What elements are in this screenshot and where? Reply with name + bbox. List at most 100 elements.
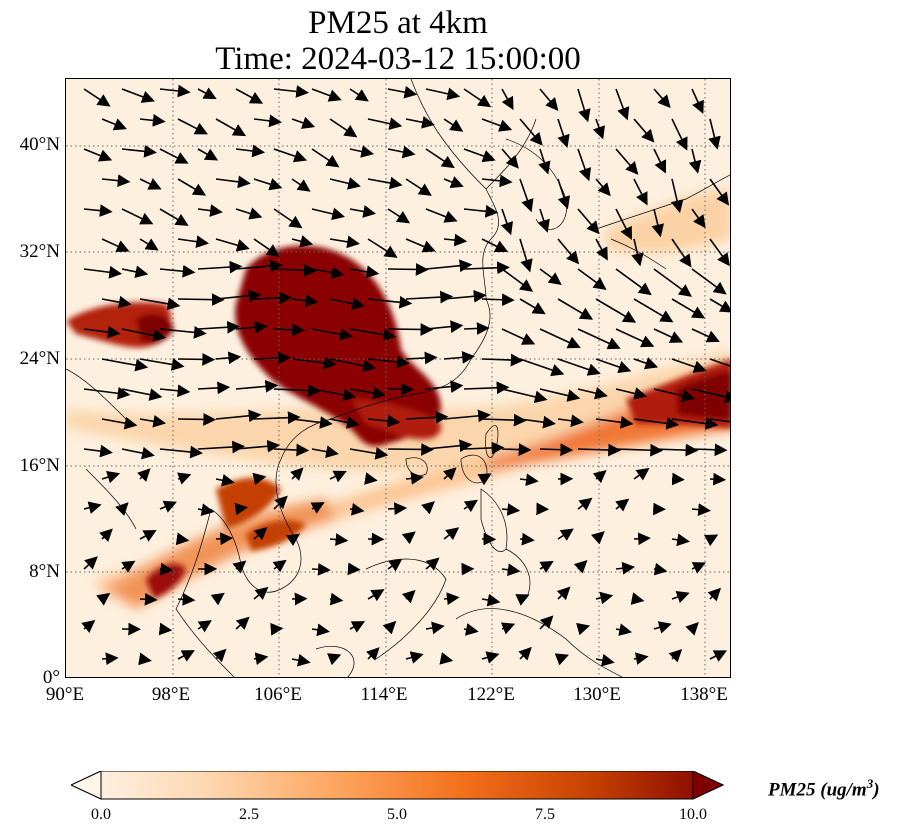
wind-arrow bbox=[83, 148, 113, 162]
wind-arrow bbox=[252, 472, 267, 486]
wind-arrow bbox=[443, 409, 491, 423]
wind-arrow bbox=[425, 439, 473, 453]
wind-arrow bbox=[347, 562, 361, 576]
wind-arrow bbox=[101, 471, 121, 484]
wind-arrow bbox=[671, 533, 690, 547]
wind-arrow bbox=[501, 388, 548, 404]
wind-arrow bbox=[311, 266, 345, 279]
wind-arrow bbox=[349, 205, 377, 218]
wind-arrow bbox=[595, 298, 637, 323]
wind-arrow bbox=[519, 118, 543, 146]
wind-arrow bbox=[405, 238, 436, 253]
wind-arrow bbox=[235, 320, 268, 334]
wind-arrow bbox=[481, 651, 500, 664]
wind-arrow bbox=[291, 116, 316, 129]
wind-arrow bbox=[554, 653, 569, 666]
wind-arrow bbox=[481, 413, 527, 427]
wind-arrow bbox=[310, 502, 325, 514]
wind-arrow bbox=[709, 298, 730, 313]
wind-arrow bbox=[139, 297, 181, 311]
wind-arrow bbox=[577, 497, 593, 511]
wind-arrow bbox=[633, 178, 648, 206]
wind-arrow bbox=[387, 558, 403, 572]
wind-arrow bbox=[158, 622, 173, 636]
wind-arrow bbox=[633, 532, 651, 546]
wind-arrow bbox=[291, 178, 311, 192]
wind-arrow bbox=[273, 495, 288, 510]
wind-arrow bbox=[177, 472, 192, 485]
wind-arrow bbox=[518, 646, 532, 661]
wind-arrow bbox=[653, 268, 692, 297]
wind-arrow bbox=[668, 648, 683, 663]
wind-arrow bbox=[539, 560, 554, 573]
wind-arrow bbox=[708, 118, 721, 150]
map-svg bbox=[66, 79, 730, 677]
wind-arrow bbox=[481, 238, 509, 253]
wind-arrow bbox=[463, 148, 496, 163]
wind-arrow bbox=[519, 178, 534, 213]
wind-arrow bbox=[101, 238, 130, 253]
wind-arrow bbox=[311, 207, 346, 221]
wind-arrow bbox=[615, 328, 655, 348]
wind-arrow bbox=[615, 498, 630, 512]
wind-arrow bbox=[387, 208, 411, 224]
wind-arrow bbox=[709, 472, 727, 486]
wind-arrow bbox=[101, 295, 132, 309]
wind-arrow bbox=[576, 622, 591, 636]
lat-label-24n: 24°N bbox=[19, 348, 60, 369]
wind-arrow bbox=[121, 446, 155, 460]
wind-arrow bbox=[707, 587, 722, 602]
wind-arrow bbox=[557, 414, 584, 428]
wind-arrow bbox=[653, 388, 696, 403]
wind-arrow bbox=[615, 208, 632, 241]
wind-arrow bbox=[349, 328, 397, 342]
wind-arrow bbox=[253, 291, 293, 305]
wind-arrow bbox=[96, 592, 111, 606]
wind-arrow bbox=[501, 503, 521, 516]
wind-arrow bbox=[139, 358, 185, 371]
wind-arrow bbox=[137, 468, 151, 482]
colorbar-label: PM25 (ug/m3) bbox=[768, 776, 880, 801]
wind-arrow bbox=[197, 260, 243, 274]
wind-arrow bbox=[367, 589, 385, 602]
wind-arrow bbox=[653, 443, 699, 457]
wind-arrow bbox=[481, 593, 501, 607]
wind-arrow bbox=[577, 148, 592, 182]
wind-arrow bbox=[537, 208, 550, 233]
wind-arrow bbox=[177, 413, 217, 426]
wind-arrow bbox=[463, 381, 510, 395]
lon-label-90e: 90°E bbox=[45, 684, 85, 705]
wind-arrow bbox=[367, 176, 403, 190]
wind-arrow bbox=[159, 562, 174, 576]
wind-arrow bbox=[273, 148, 308, 163]
wind-arrow bbox=[235, 379, 279, 393]
wind-arrow bbox=[234, 502, 249, 516]
wind-arrow bbox=[691, 328, 720, 343]
wind-arrow bbox=[500, 208, 513, 236]
wind-arrow bbox=[121, 328, 167, 342]
wind-arrow bbox=[197, 381, 231, 395]
wind-arrow bbox=[425, 380, 464, 393]
wind-arrow bbox=[425, 148, 455, 169]
wind-arrow bbox=[235, 207, 263, 220]
wind-arrow bbox=[311, 148, 340, 168]
wind-arrow bbox=[443, 176, 464, 189]
wind-arrow bbox=[481, 353, 524, 367]
wind-arrow bbox=[633, 118, 655, 143]
wind-arrow bbox=[99, 528, 113, 542]
wind-arrow bbox=[577, 268, 607, 290]
wind-arrow bbox=[653, 621, 672, 634]
wind-arrow bbox=[177, 235, 210, 248]
wind-arrow bbox=[477, 473, 492, 486]
wind-arrow bbox=[311, 327, 353, 341]
wind-arrow bbox=[291, 356, 337, 370]
wind-arrow bbox=[653, 328, 684, 343]
wind-arrow bbox=[83, 556, 98, 570]
wind-arrow bbox=[519, 238, 533, 273]
wind-arrow bbox=[253, 586, 269, 600]
wind-arrow bbox=[387, 85, 418, 99]
wind-arrow bbox=[463, 88, 492, 108]
wind-arrow bbox=[366, 647, 380, 661]
wind-arrow bbox=[387, 502, 408, 516]
lat-label-8n: 8°N bbox=[29, 561, 60, 582]
